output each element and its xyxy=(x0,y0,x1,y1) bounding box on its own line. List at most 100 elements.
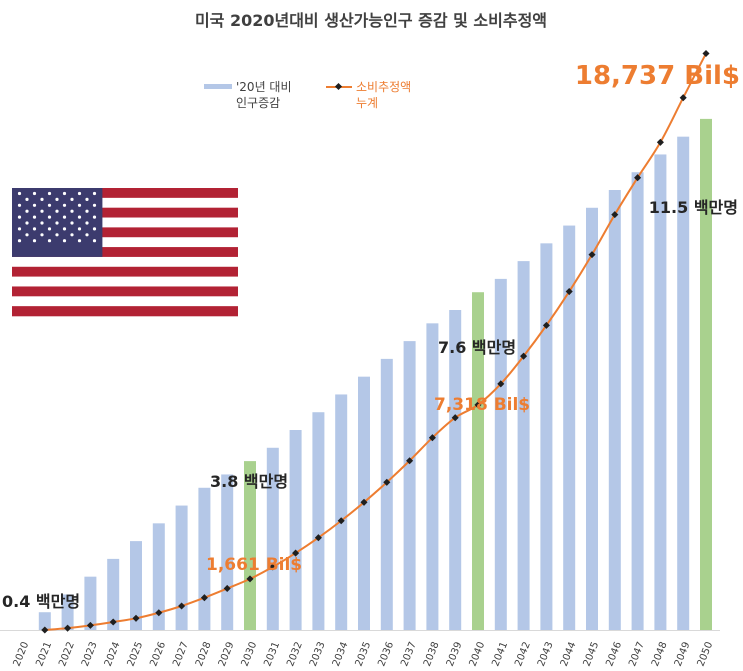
spending-label-2040: 7,318 Bil$ xyxy=(434,395,530,415)
flag-star xyxy=(25,221,29,225)
bar-2049 xyxy=(677,136,690,630)
bar-2029 xyxy=(221,474,234,630)
x-tick-2049: 2049 xyxy=(673,640,693,668)
x-tick-2038: 2038 xyxy=(422,640,442,668)
bar-2033 xyxy=(312,412,325,630)
spending-point-2046 xyxy=(611,211,619,219)
legend: '20년 대비 인구증감 소비추정액 누계 xyxy=(204,80,411,110)
flag-star xyxy=(62,227,67,231)
bar-2037 xyxy=(403,341,416,630)
spending-point-2047 xyxy=(634,174,642,182)
spending-point-2040 xyxy=(474,401,482,409)
bar-2022 xyxy=(61,594,74,630)
flag-star xyxy=(85,233,89,237)
x-tick-2050: 2050 xyxy=(696,640,716,668)
flag-star xyxy=(47,239,52,243)
flag-star xyxy=(40,197,44,201)
flag-star xyxy=(32,191,37,196)
spending-point-2045 xyxy=(588,251,596,259)
x-tick-2020: 2020 xyxy=(12,640,32,668)
x-tick-2022: 2022 xyxy=(57,640,77,668)
legend-bar-label-line2: 인구증감 xyxy=(236,96,280,110)
chart-title: 미국 2020년대비 생산가능인구 증감 및 소비추정액 xyxy=(195,11,547,30)
flag-star xyxy=(77,191,82,196)
spending-line-path xyxy=(44,53,707,631)
x-tick-2023: 2023 xyxy=(80,640,100,668)
us-flag xyxy=(12,188,238,317)
flag-stripe xyxy=(12,237,238,248)
x-tick-2024: 2024 xyxy=(103,640,123,668)
flag-star xyxy=(77,203,82,207)
bar-2046 xyxy=(608,190,621,630)
spending-label-2030: 1,661 Bil$ xyxy=(206,555,302,575)
flag-star xyxy=(17,227,22,231)
flag-star xyxy=(55,209,59,213)
flag-star xyxy=(77,239,82,243)
x-tick-2048: 2048 xyxy=(650,640,670,668)
bar-2042 xyxy=(517,261,530,630)
spending-label-2050: 18,737 Bil$ xyxy=(575,61,740,91)
bar-2050 xyxy=(700,118,712,630)
flag-star xyxy=(92,239,97,243)
spending-point-2024 xyxy=(109,618,117,626)
flag-stripe xyxy=(12,217,238,228)
x-tick-2030: 2030 xyxy=(240,640,260,668)
spending-point-2030 xyxy=(246,575,254,583)
bar-2048 xyxy=(654,154,667,630)
x-tick-2028: 2028 xyxy=(194,640,214,668)
bar-2024 xyxy=(107,558,120,630)
x-ticks: 2020 2021 2022 2023 2024 2025 2026 2027 2028 2029… xyxy=(12,640,716,668)
flag-star xyxy=(92,227,97,231)
spending-point-2042 xyxy=(520,352,528,360)
spending-point-2049 xyxy=(679,94,687,102)
flag-star xyxy=(85,221,89,225)
x-tick-2044: 2044 xyxy=(559,640,579,668)
flag-star xyxy=(92,215,97,219)
population-label-2030: 3.8 백만명 xyxy=(210,472,288,491)
x-tick-2032: 2032 xyxy=(285,640,305,668)
population-label-2050: 11.5 백만명 xyxy=(649,198,738,217)
flag-star xyxy=(25,233,29,237)
bar-2025 xyxy=(130,541,142,630)
flag-star xyxy=(62,191,67,196)
x-tick-2047: 2047 xyxy=(627,640,647,668)
spending-point-2027 xyxy=(178,602,186,610)
x-tick-2034: 2034 xyxy=(331,640,351,668)
spending-point-2043 xyxy=(542,321,550,329)
bar-2034 xyxy=(335,394,348,630)
x-tick-2041: 2041 xyxy=(490,640,510,668)
flag-stripe xyxy=(12,286,238,297)
flag-stripe xyxy=(12,197,238,208)
x-tick-2035: 2035 xyxy=(354,640,374,668)
annotations: 0.4 백만명 3.8 백만명 7.6 백만명 11.5 백만명 1,661 Bil$ 7… xyxy=(2,61,740,611)
spending-point-2021 xyxy=(41,626,49,634)
flag-stripe xyxy=(12,266,238,277)
flag-star xyxy=(55,221,59,225)
flag-stripe xyxy=(12,296,238,307)
flag-star xyxy=(47,215,52,219)
bar-2038 xyxy=(426,323,439,630)
bars xyxy=(38,118,712,631)
flag-star xyxy=(17,191,22,196)
spending-point-2050 xyxy=(702,49,710,58)
flag-stripe xyxy=(12,276,238,287)
spending-point-2044 xyxy=(565,288,573,296)
bar-2027 xyxy=(175,505,188,630)
x-tick-2021: 2021 xyxy=(34,640,54,668)
bar-2047 xyxy=(631,172,644,630)
x-tick-2037: 2037 xyxy=(399,640,419,668)
flag-star xyxy=(92,203,97,207)
spending-point-2032 xyxy=(292,549,300,557)
bar-2039 xyxy=(449,310,462,630)
x-tick-2040: 2040 xyxy=(468,640,488,668)
spending-point-2022 xyxy=(64,624,72,632)
spending-point-2048 xyxy=(656,138,664,146)
flag-stripe xyxy=(12,207,238,218)
flag-star xyxy=(55,197,59,201)
flag-star xyxy=(85,197,89,201)
bar-2026 xyxy=(152,523,165,630)
flag-star xyxy=(55,233,59,237)
bar-2021 xyxy=(38,612,51,630)
legend-bar-swatch xyxy=(204,84,232,89)
